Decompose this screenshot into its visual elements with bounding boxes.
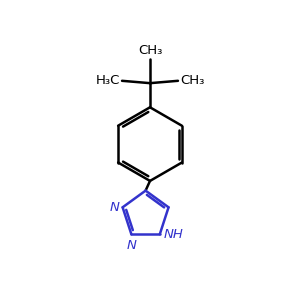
Text: N: N	[127, 239, 136, 252]
Text: NH: NH	[163, 228, 183, 241]
Text: N: N	[109, 201, 119, 214]
Text: CH₃: CH₃	[138, 44, 162, 57]
Text: H₃C: H₃C	[95, 74, 120, 87]
Text: CH₃: CH₃	[180, 74, 205, 87]
